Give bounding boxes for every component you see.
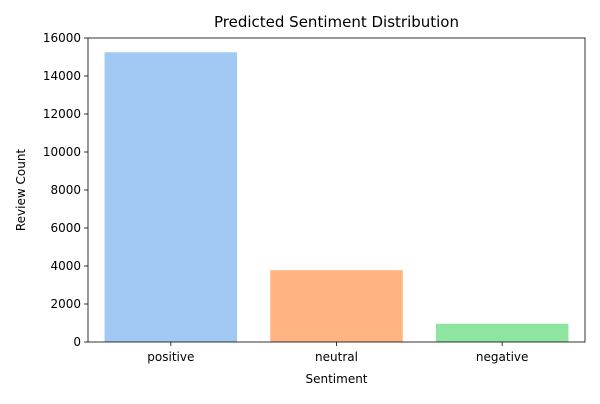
y-tick-label: 0 [73, 335, 81, 349]
x-tick-label-negative: negative [476, 350, 528, 364]
y-tick-label: 4000 [50, 259, 81, 273]
y-axis-ticks: 0 2000 4000 6000 8000 10000 12000 14000 16000 [43, 31, 88, 349]
plot-frame [87, 37, 586, 343]
bar-neutral [270, 270, 403, 342]
y-tick-label: 2000 [50, 297, 81, 311]
x-tick-label-neutral: neutral [315, 350, 358, 364]
y-tick-label: 14000 [43, 69, 81, 83]
x-axis-label: Sentiment [305, 372, 367, 386]
y-tick-label: 6000 [50, 221, 81, 235]
y-tick-label: 12000 [43, 107, 81, 121]
y-tick-label: 10000 [43, 145, 81, 159]
y-tick-label: 16000 [43, 31, 81, 45]
x-axis-ticks: positive neutral negative [147, 342, 528, 364]
y-tick-label: 8000 [50, 183, 81, 197]
y-axis-label: Review Count [14, 149, 28, 232]
chart-title: Predicted Sentiment Distribution [214, 13, 459, 31]
bar-positive [104, 52, 238, 342]
x-tick-label-positive: positive [147, 350, 194, 364]
bar-negative [435, 323, 569, 342]
bars-group [104, 52, 569, 342]
